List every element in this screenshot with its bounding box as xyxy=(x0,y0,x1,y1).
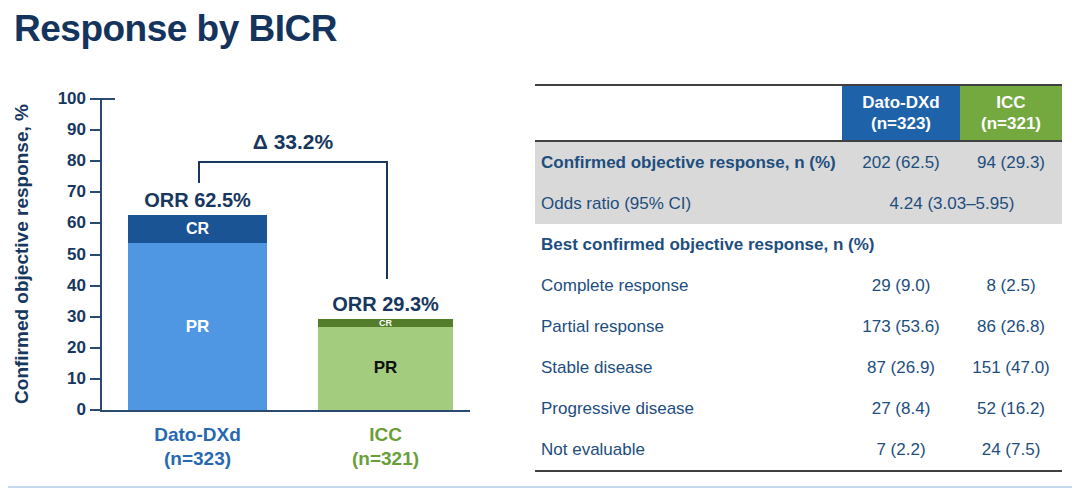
table-header-row: Dato-DXd (n=323) ICC (n=321) xyxy=(535,86,1062,140)
y-axis-tick-label: 60 xyxy=(44,213,86,233)
row-label: Not evaluable xyxy=(535,440,842,460)
segment-dato-dxd-pr: PR xyxy=(128,243,267,410)
table-row: Complete response29 (9.0)8 (2.5) xyxy=(535,265,1062,306)
row-label: Complete response xyxy=(535,276,842,296)
row-value-icc: 86 (26.8) xyxy=(960,317,1062,337)
icc-column-name: ICC xyxy=(996,92,1025,113)
segment-label-pr: PR xyxy=(374,358,398,378)
table-body: Confirmed objective response, n (%)202 (… xyxy=(535,142,1062,470)
y-axis-tick-label: 20 xyxy=(44,338,86,358)
table-row: Not evaluable7 (2.2)24 (7.5) xyxy=(535,429,1062,470)
bracket-horizontal-line xyxy=(198,161,388,163)
y-axis-tick-label: 10 xyxy=(44,369,86,389)
y-axis-tick xyxy=(90,129,100,131)
row-label: Confirmed objective response, n (%) xyxy=(535,153,842,173)
segment-label-cr: CR xyxy=(379,318,392,328)
icc-column-n: (n=321) xyxy=(981,113,1041,134)
y-axis-tick-label: 50 xyxy=(44,245,86,265)
x-axis-label-dato-dxd: Dato-DXd(n=323) xyxy=(88,423,308,472)
table-row: Progressive disease27 (8.4)52 (16.2) xyxy=(535,388,1062,429)
row-label: Progressive disease xyxy=(535,399,842,419)
delta-annotation: Δ 33.2% xyxy=(183,130,403,154)
segment-label-cr: CR xyxy=(186,220,209,238)
row-value-icc: 151 (47.0) xyxy=(960,358,1062,378)
y-axis-tick-label: 0 xyxy=(44,400,86,420)
row-value-dato: 173 (53.6) xyxy=(842,317,960,337)
row-value-icc: 52 (16.2) xyxy=(960,399,1062,419)
table-row: Odds ratio (95% CI)4.24 (3.03–5.95) xyxy=(535,183,1062,224)
bar-dato-dxd: PR CR xyxy=(128,215,267,410)
dato-column-name: Dato-DXd xyxy=(862,92,939,113)
segment-dato-dxd-cr: CR xyxy=(128,215,267,243)
row-value-icc: 94 (29.3) xyxy=(960,153,1062,173)
table-header-icc: ICC (n=321) xyxy=(960,86,1062,140)
y-axis-tick-label: 70 xyxy=(44,182,86,202)
segment-icc-pr: PR xyxy=(318,327,453,410)
table-header-dato-dxd: Dato-DXd (n=323) xyxy=(842,86,960,140)
y-axis-tick-label: 100 xyxy=(44,89,86,109)
x-axis-label-icc: ICC(n=321) xyxy=(276,423,496,472)
group-n: (n=323) xyxy=(88,447,308,471)
row-value-icc: 8 (2.5) xyxy=(960,276,1062,296)
row-label: Partial response xyxy=(535,317,842,337)
row-value-dato: 87 (26.9) xyxy=(842,358,960,378)
row-value-icc: 24 (7.5) xyxy=(960,440,1062,460)
table-bottom-rule xyxy=(535,470,1062,472)
row-label: Best confirmed objective response, n (%) xyxy=(535,235,1062,255)
row-value-dato: 27 (8.4) xyxy=(842,399,960,419)
bracket-left-tick xyxy=(198,161,200,183)
response-table: Dato-DXd (n=323) ICC (n=321) Confirmed o… xyxy=(535,84,1062,472)
y-axis-line xyxy=(100,98,102,412)
row-label: Odds ratio (95% CI) xyxy=(535,194,842,214)
row-value-dato: 202 (62.5) xyxy=(842,153,960,173)
table-header-spacer xyxy=(535,86,842,140)
bottom-divider xyxy=(8,486,1072,488)
row-value-span: 4.24 (3.03–5.95) xyxy=(842,194,1062,214)
y-axis-tick xyxy=(90,285,100,287)
row-label: Stable disease xyxy=(535,358,842,378)
y-axis-tick xyxy=(90,409,100,411)
segment-label-pr: PR xyxy=(186,317,210,337)
y-axis-tick-label: 40 xyxy=(44,276,86,296)
group-name: Dato-DXd xyxy=(88,423,308,447)
dato-column-n: (n=323) xyxy=(871,113,931,134)
y-axis-tick xyxy=(90,254,100,256)
y-axis-top-cap xyxy=(102,98,115,100)
y-axis-tick-label: 90 xyxy=(44,120,86,140)
table-row: Best confirmed objective response, n (%) xyxy=(535,224,1062,265)
y-axis-tick xyxy=(90,316,100,318)
segment-icc-cr: CR xyxy=(318,319,453,327)
y-axis-title: Confirmed objective response, % xyxy=(11,104,33,404)
y-axis-tick xyxy=(90,378,100,380)
page-title: Response by BICR xyxy=(14,8,337,50)
row-value-dato: 29 (9.0) xyxy=(842,276,960,296)
group-n: (n=321) xyxy=(276,447,496,471)
y-axis-tick xyxy=(90,347,100,349)
table-row: Confirmed objective response, n (%)202 (… xyxy=(535,142,1062,183)
slide: Response by BICR Confirmed objective res… xyxy=(0,0,1080,492)
y-axis-tick xyxy=(90,98,100,100)
row-value-dato: 7 (2.2) xyxy=(842,440,960,460)
y-axis-tick xyxy=(90,222,100,224)
orr-label-icc: ORR 29.3% xyxy=(276,293,496,316)
orr-label-dato-dxd: ORR 62.5% xyxy=(88,189,308,212)
y-axis-tick xyxy=(90,160,100,162)
x-axis-line xyxy=(100,410,470,412)
table-row: Stable disease87 (26.9)151 (47.0) xyxy=(535,347,1062,388)
y-axis-tick-label: 80 xyxy=(44,151,86,171)
bar-icc: PR CR xyxy=(318,319,453,410)
bracket-right-line xyxy=(386,161,388,279)
table-row: Partial response173 (53.6)86 (26.8) xyxy=(535,306,1062,347)
group-name: ICC xyxy=(276,423,496,447)
y-axis-tick-label: 30 xyxy=(44,307,86,327)
